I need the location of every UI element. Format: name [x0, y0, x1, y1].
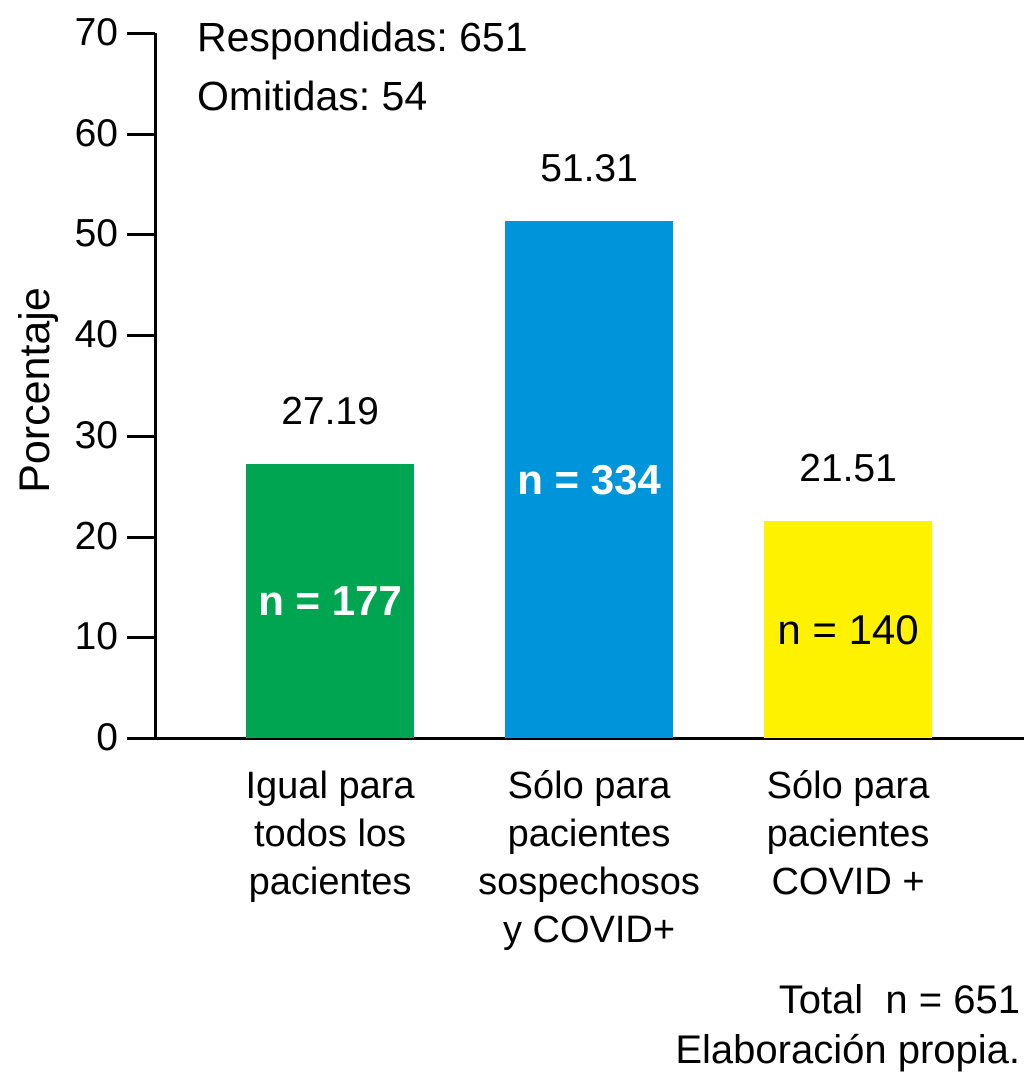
- y-tick-mark: [127, 334, 155, 338]
- annotation-respondidas: Respondidas: 651: [197, 14, 528, 60]
- x-axis-line: [154, 737, 1024, 740]
- footer-total: Total n = 651: [778, 978, 1020, 1022]
- category-label-line: Igual para: [245, 765, 415, 807]
- y-tick-label: 60: [74, 111, 118, 155]
- y-tick-mark: [127, 132, 155, 136]
- category-label-line: todos los: [253, 813, 407, 855]
- category-label-line: sospechosos: [478, 861, 700, 903]
- footer-block: Total n = 651 Elaboración propia.: [675, 975, 1020, 1075]
- category-label: Sólo para pacientes COVID +: [698, 762, 998, 906]
- y-axis-line: [154, 33, 157, 740]
- y-tick-mark: [127, 32, 155, 35]
- bar-value-label: 27.19: [281, 390, 379, 433]
- bar-category-2: [505, 221, 673, 738]
- y-tick-label: 50: [74, 212, 118, 256]
- category-label-line: Sólo para: [766, 765, 930, 807]
- y-tick-label: 20: [74, 514, 118, 558]
- y-tick-mark: [127, 233, 155, 237]
- bar-count-label: n = 334: [517, 455, 661, 503]
- annotation-block: Respondidas: 651 Omitidas: 54: [197, 8, 528, 126]
- y-tick-mark: [127, 737, 155, 740]
- y-tick-label: 40: [74, 313, 118, 357]
- category-label-line: y COVID+: [502, 909, 676, 951]
- y-tick-label: 30: [74, 413, 118, 457]
- y-tick-mark: [127, 535, 155, 539]
- bar-value-label: 51.31: [540, 147, 638, 190]
- category-label-line: pacientes: [248, 861, 412, 903]
- footer-source: Elaboración propia.: [675, 1028, 1020, 1072]
- y-tick-label: 10: [74, 615, 118, 659]
- category-label: Igual para todos los pacientes: [180, 762, 480, 906]
- bar-value-label: 21.51: [799, 447, 897, 490]
- category-label-line: Sólo para: [507, 765, 671, 807]
- y-tick-mark: [127, 636, 155, 640]
- category-label: Sólo para pacientes sospechosos y COVID+: [439, 762, 739, 954]
- y-tick-mark: [127, 434, 155, 438]
- bar-count-label: n = 177: [258, 577, 402, 624]
- category-label-line: pacientes: [507, 813, 671, 855]
- y-tick-label: 70: [74, 11, 118, 54]
- bar-category-3: [764, 521, 932, 738]
- category-label-line: pacientes: [766, 813, 930, 855]
- y-tick-label: 0: [96, 716, 118, 759]
- bar-category-1: [246, 464, 414, 738]
- category-label-line: COVID +: [771, 861, 925, 903]
- bar-count-label: n = 140: [777, 605, 919, 653]
- annotation-omitidas: Omitidas: 54: [197, 73, 428, 119]
